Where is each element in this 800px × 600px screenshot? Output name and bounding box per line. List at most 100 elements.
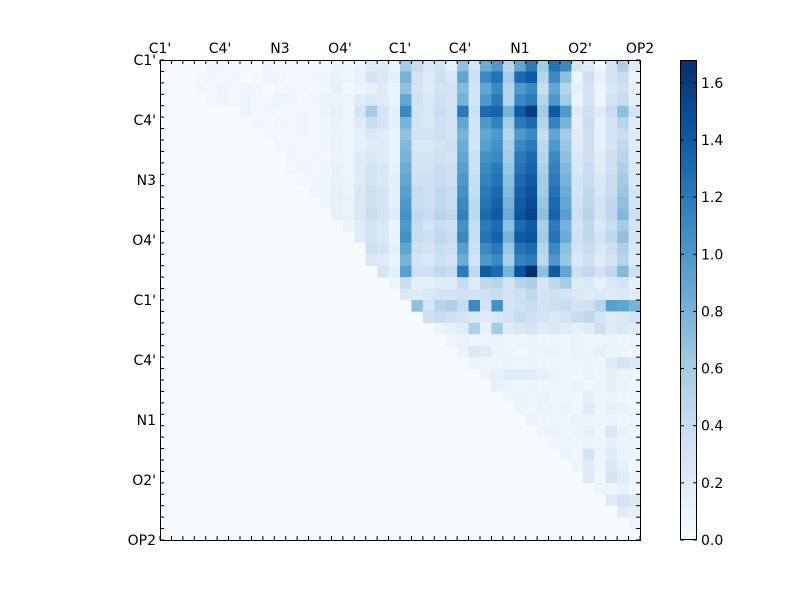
heatmap-cell — [342, 105, 355, 118]
heatmap-cell — [422, 71, 435, 84]
heatmap-cell — [502, 231, 515, 244]
colorbar-tick-label: 1.0 — [701, 247, 723, 263]
heatmap-cell — [537, 402, 549, 415]
heatmap-cell — [617, 391, 629, 404]
heatmap-cell — [605, 345, 618, 358]
heatmap-cell — [434, 288, 447, 301]
heatmap-cell — [617, 471, 629, 484]
heatmap-cell — [605, 208, 618, 221]
heatmap-cell — [354, 105, 367, 118]
heatmap-cell — [582, 300, 595, 312]
heatmap-cell — [217, 94, 229, 107]
heatmap-cell — [468, 94, 481, 107]
heatmap-cell — [560, 311, 572, 324]
heatmap-cell — [445, 162, 458, 175]
heatmap-cell — [628, 117, 641, 129]
heatmap-cell — [377, 151, 389, 164]
heatmap-cell — [617, 185, 629, 198]
heatmap-cell — [297, 128, 309, 141]
heatmap-cell — [411, 174, 424, 187]
heatmap-cell — [514, 402, 527, 415]
colorbar-gradient — [680, 60, 697, 540]
heatmap-cell — [285, 94, 298, 107]
heatmap-cell — [548, 288, 561, 301]
heatmap-cell — [560, 71, 572, 84]
heatmap-cell — [617, 437, 629, 449]
heatmap-cell — [548, 117, 561, 129]
heatmap-cell — [422, 94, 435, 107]
heatmap-cell — [605, 414, 618, 427]
heatmap-cell — [537, 242, 549, 255]
heatmap-cell — [365, 71, 378, 84]
heatmap-cell — [605, 162, 618, 175]
heatmap-cell — [571, 197, 584, 209]
heatmap-cell — [262, 60, 275, 72]
heatmap-cell — [617, 334, 629, 347]
heatmap-cell — [468, 208, 481, 221]
heatmap-cell — [548, 231, 561, 244]
heatmap-cell — [240, 94, 252, 107]
heatmap-cell — [582, 322, 595, 335]
heatmap-cell — [571, 345, 584, 358]
heatmap-cell — [377, 208, 389, 221]
heatmap-cell — [400, 288, 412, 301]
heatmap-cell — [525, 197, 538, 209]
heatmap-cell — [502, 368, 515, 381]
heatmap-cell — [400, 265, 412, 278]
heatmap-cell — [628, 311, 641, 324]
heatmap-cell — [582, 197, 595, 209]
heatmap-cell — [502, 105, 515, 118]
heatmap-cell — [537, 117, 549, 129]
heatmap-cell — [331, 140, 344, 152]
heatmap-cell — [331, 208, 344, 221]
heatmap-cell — [628, 185, 641, 198]
heatmap-cell — [400, 82, 412, 95]
heatmap-cell — [594, 140, 607, 152]
heatmap-cell — [365, 151, 378, 164]
heatmap-cell — [628, 174, 641, 187]
heatmap-cell — [525, 174, 538, 187]
heatmap-cell — [560, 185, 572, 198]
heatmap-cell — [411, 277, 424, 289]
heatmap-cell — [582, 162, 595, 175]
heatmap-cell — [571, 402, 584, 415]
heatmap-cell — [537, 197, 549, 209]
heatmap-cell — [628, 391, 641, 404]
heatmap-cell — [628, 402, 641, 415]
heatmap-cell — [571, 288, 584, 301]
heatmap-cell — [560, 82, 572, 95]
heatmap-cell — [628, 162, 641, 175]
heatmap-cell — [548, 71, 561, 84]
heatmap-cell — [457, 300, 469, 312]
heatmap-cell — [342, 117, 355, 129]
heatmap-cell — [548, 208, 561, 221]
heatmap-cell — [491, 208, 504, 221]
heatmap-cell — [525, 380, 538, 392]
heatmap-cell — [560, 128, 572, 141]
heatmap-cell — [571, 368, 584, 381]
heatmap-cell — [308, 94, 321, 107]
heatmap-cell — [411, 220, 424, 232]
heatmap-cell — [560, 105, 572, 118]
heatmap-cell — [491, 162, 504, 175]
heatmap-cell — [331, 128, 344, 141]
heatmap-cell — [205, 82, 218, 95]
heatmap-cell — [480, 208, 492, 221]
heatmap-cell — [594, 277, 607, 289]
heatmap-cell — [628, 254, 641, 267]
heatmap-cell — [308, 60, 321, 72]
y-tick-label: O2' — [132, 473, 156, 489]
heatmap-cell — [617, 368, 629, 381]
heatmap-cell — [354, 197, 367, 209]
heatmap-cell — [480, 94, 492, 107]
heatmap-cell — [468, 231, 481, 244]
heatmap-cell — [605, 334, 618, 347]
x-tick-label: N3 — [270, 41, 289, 57]
heatmap-cell — [445, 151, 458, 164]
heatmap-cell — [537, 128, 549, 141]
heatmap-cell — [342, 197, 355, 209]
heatmap-cell — [548, 254, 561, 267]
heatmap-cell — [468, 60, 481, 72]
heatmap-cell — [571, 334, 584, 347]
heatmap-cell — [308, 140, 321, 152]
